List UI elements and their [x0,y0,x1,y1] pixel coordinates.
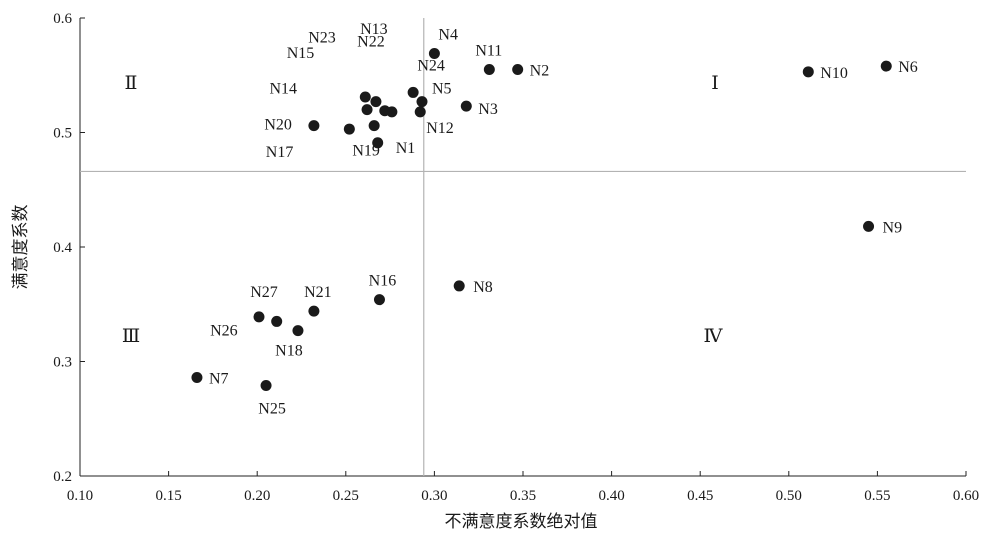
data-point-n8 [453,280,465,292]
x-tick-label: 0.25 [333,488,359,504]
data-point-n25 [260,380,272,392]
data-point-n22 [370,96,382,108]
data-points [191,47,892,392]
point-label-n6: N6 [898,59,918,76]
point-label-n17: N17 [266,144,294,161]
point-label-n24: N24 [417,57,445,74]
point-label-n9: N9 [883,219,903,236]
y-tick-label: 0.5 [53,126,72,142]
point-label-n21: N21 [304,284,332,301]
point-label-n15: N15 [287,45,315,62]
point-label-n12: N12 [426,120,454,137]
data-point-n4 [428,47,440,59]
data-point-n21 [308,305,320,317]
point-label-n16: N16 [369,273,397,290]
y-tick-label: 0.6 [53,11,72,27]
data-point-n11 [483,64,495,76]
quadrant-label-2: Ⅱ [125,73,138,94]
x-axis-title: 不满意度系数绝对值 [445,512,598,532]
quadrant-label-1: Ⅰ [711,73,719,94]
x-tick-label: 0.20 [244,488,270,504]
point-label-n20: N20 [264,117,292,134]
data-point-n6 [880,60,892,72]
x-axis-ticks: 0.10 0.15 0.20 0.25 0.30 0.35 0.40 0.45 0.50 0.55… [67,471,979,504]
y-axis-ticks: 0.2 0.3 0.4 0.5 0.6 [53,11,85,485]
data-point-n24 [407,86,419,98]
point-label-n10: N10 [820,65,848,82]
x-tick-label: 0.60 [953,488,979,504]
x-tick-label: 0.55 [864,488,890,504]
point-label-n2: N2 [530,63,550,80]
point-label-n4: N4 [438,26,458,43]
data-point-n15 [359,91,371,103]
point-label-n19: N19 [352,143,380,160]
quadrant-labels: Ⅰ Ⅱ Ⅲ Ⅳ [122,73,724,347]
data-point-n19 [368,120,380,132]
x-tick-label: 0.50 [776,488,802,504]
data-point-n17 [343,123,355,135]
point-label-n5: N5 [432,81,452,98]
data-point-n20 [308,120,320,132]
x-tick-label: 0.30 [421,488,447,504]
data-point-n3 [460,100,472,112]
point-label-n14: N14 [270,81,298,98]
x-tick-label: 0.45 [687,488,713,504]
data-point-n12 [414,106,426,118]
point-label-n7: N7 [209,371,229,388]
point-label-n18: N18 [275,343,303,360]
data-point-n10 [802,66,814,78]
data-point-n1 [372,137,384,149]
data-point-n18 [292,325,304,337]
y-axis-title: 满意度系数 [11,205,31,290]
quadrant-label-3: Ⅲ [122,326,140,347]
data-point-n27 [253,311,265,323]
point-label-n27: N27 [250,284,278,301]
data-point-n26 [271,315,283,327]
axes-group [79,18,966,477]
point-label-n3: N3 [478,101,498,118]
x-tick-label: 0.15 [155,488,181,504]
data-point-n23 [379,105,391,117]
point-label-n8: N8 [473,279,493,296]
data-point-n7 [191,372,203,384]
point-label-n13: N13 [360,21,388,38]
point-label-n26: N26 [210,322,238,339]
point-labels: N1 N2 N3 N4 N5 N6 N7 N8 N9 N10 N11 N12 N13 N14 N15 N16 N… [209,21,918,418]
x-tick-label: 0.35 [510,488,536,504]
data-point-n16 [373,294,385,306]
y-tick-label: 0.2 [53,469,72,485]
data-point-n5 [416,96,428,108]
x-tick-label: 0.40 [598,488,624,504]
x-tick-label: 0.10 [67,488,93,504]
y-tick-label: 0.3 [53,355,72,371]
point-label-n23: N23 [308,30,336,47]
point-label-n1: N1 [396,140,416,157]
point-label-n25: N25 [258,401,286,418]
data-point-n14 [361,104,373,116]
reference-lines [80,18,966,476]
y-tick-label: 0.4 [53,240,72,256]
point-label-n11: N11 [475,43,502,60]
data-point-n2 [512,64,524,76]
data-point-n9 [863,220,875,232]
point-label-n22: N22 [357,34,385,51]
quadrant-label-4: Ⅳ [704,326,724,347]
